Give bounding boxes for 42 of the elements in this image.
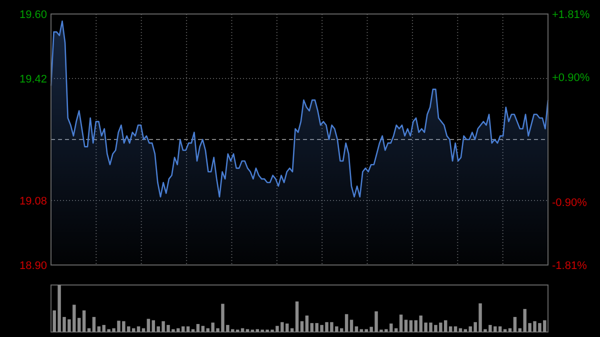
y-tick-label: 19.42	[19, 73, 47, 86]
bar	[448, 326, 452, 332]
y-tick-label: 18.90	[19, 260, 47, 272]
bar	[191, 329, 195, 332]
bar	[132, 328, 136, 332]
bar	[513, 316, 517, 332]
bar	[394, 328, 398, 332]
bar	[196, 324, 200, 332]
y2-tick-label: -1.81%	[552, 260, 588, 272]
y-tick-label: 19.08	[19, 195, 47, 208]
bar	[290, 328, 294, 332]
bar	[360, 329, 364, 332]
bar	[404, 320, 408, 332]
bar	[503, 329, 507, 332]
bar	[305, 316, 309, 332]
bar	[399, 314, 403, 332]
y2-tick-label: -0.90%	[552, 196, 588, 209]
y2-tick-label: +0.90%	[552, 72, 590, 84]
bar	[295, 301, 299, 332]
bar	[240, 328, 244, 332]
bar	[409, 320, 413, 332]
bar	[458, 328, 462, 332]
bar	[300, 321, 304, 332]
y2-tick-label: +1.81%	[552, 8, 590, 21]
bar	[454, 326, 458, 332]
bar	[92, 316, 96, 332]
bar	[201, 326, 205, 332]
bar	[142, 328, 146, 332]
bar	[350, 320, 354, 332]
bar	[97, 326, 101, 332]
bar	[464, 329, 468, 332]
bar	[146, 318, 150, 332]
bar	[82, 310, 86, 332]
bar	[344, 314, 348, 332]
bar	[508, 328, 512, 332]
bar	[186, 326, 190, 332]
bar	[246, 329, 250, 332]
bar	[87, 328, 91, 332]
bar	[498, 326, 502, 332]
bar	[136, 326, 140, 332]
y-tick-label: 19.60	[19, 8, 47, 21]
bar	[354, 326, 358, 332]
